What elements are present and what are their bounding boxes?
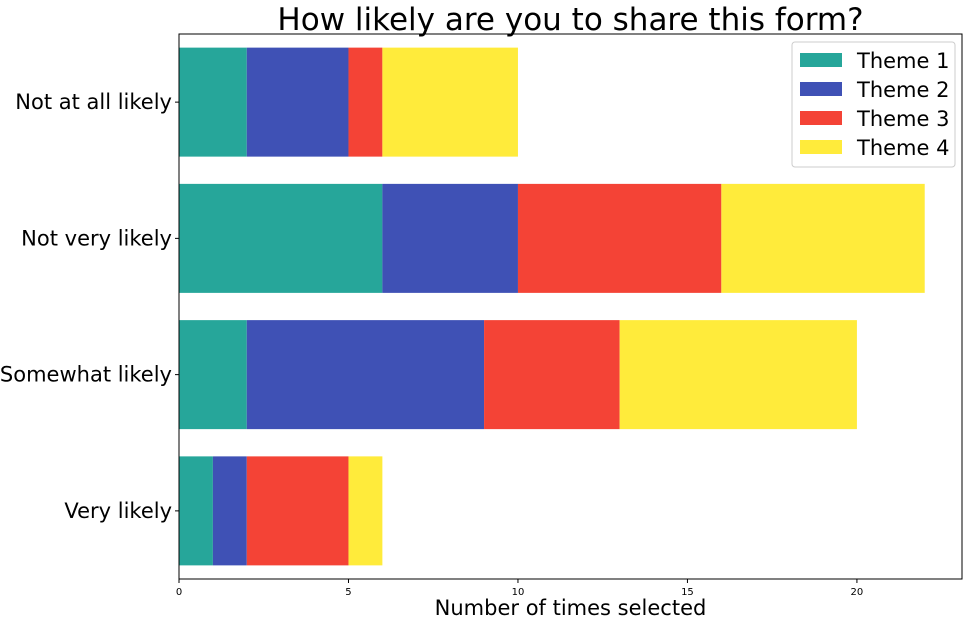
bar-segment-3-3 [484,320,620,430]
bar-segment-3-4 [246,456,349,566]
x-tick-label: 15 [681,587,694,598]
x-tick-label: 10 [512,587,525,598]
x-axis-label: Number of times selected [435,596,707,620]
category-label: Somewhat likely [0,363,172,387]
bar-segment-4-3 [619,320,857,430]
bar-segment-1-2 [179,183,383,293]
x-tick-label: 20 [851,587,864,598]
y-axis: Not at all likely Not very likely Somewhat… [0,90,179,523]
bar-segment-1-3 [179,320,247,430]
bar-segment-4-2 [721,183,925,293]
legend-label: Theme 2 [856,78,949,102]
bar-segment-3-1 [348,47,383,157]
bar-segment-4-1 [382,47,518,157]
bar-segment-1-1 [179,47,247,157]
legend-label: Theme 4 [856,136,949,160]
x-tick-label: 5 [345,587,351,598]
x-tick-label: 0 [176,587,182,598]
legend: Theme 1 Theme 2 Theme 3 Theme 4 [791,41,956,168]
category-label: Not at all likely [15,90,172,114]
bar-segment-2-4 [212,456,247,566]
bar-segment-2-2 [382,183,518,293]
bar-segment-1-4 [179,456,213,566]
bar-segment-3-2 [517,183,722,293]
legend-box [791,41,956,168]
plot-area [179,47,925,566]
x-axis: 0 5 10 15 20 [176,579,863,598]
bar-segment-4-4 [348,456,383,566]
bar-segment-2-1 [246,47,349,157]
legend-swatch [800,82,842,96]
bar-segment-2-3 [246,320,485,430]
category-label: Not very likely [21,226,172,250]
legend-label: Theme 1 [856,49,949,73]
legend-swatch [800,140,842,154]
chart-title: How likely are you to share this form? [277,2,863,38]
legend-swatch [800,111,842,125]
legend-swatch [800,53,842,67]
plot-frame [178,33,963,580]
category-label: Very likely [64,499,172,523]
legend-label: Theme 3 [856,107,949,131]
